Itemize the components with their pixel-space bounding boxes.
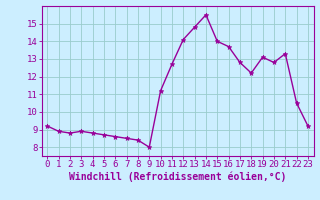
X-axis label: Windchill (Refroidissement éolien,°C): Windchill (Refroidissement éolien,°C)	[69, 172, 286, 182]
